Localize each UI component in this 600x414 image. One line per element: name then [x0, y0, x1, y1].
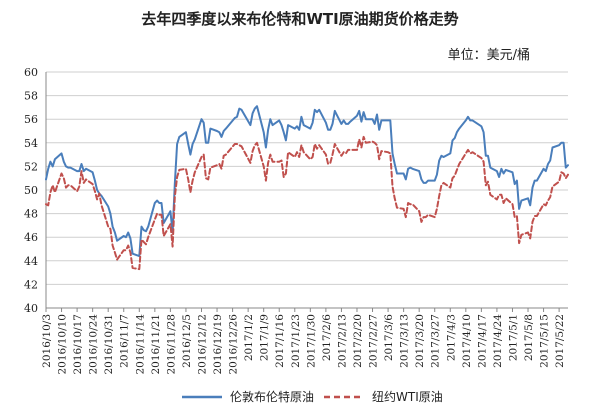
x-tick-label: 2016/10/3	[41, 314, 53, 368]
y-tick-label: 48	[24, 208, 38, 221]
x-tick-label: 2016/11/28	[165, 314, 177, 375]
x-tick-label: 2017/1/9	[259, 314, 271, 361]
series-line-brent	[45, 105, 569, 258]
x-tick-label: 2017/4/10	[461, 314, 473, 368]
x-tick-label: 2017/5/15	[539, 314, 551, 368]
legend-item-brent: 伦敦布伦特原油	[182, 388, 314, 405]
x-tick-label: 2017/1/16	[274, 314, 286, 368]
x-tick-label: 2017/3/13	[399, 314, 411, 368]
y-tick-label: 46	[24, 231, 38, 244]
legend-label-wti: 纽约WTI原油	[372, 390, 443, 404]
x-tick-label: 2017/1/23	[290, 314, 302, 368]
x-tick-label: 2016/11/14	[134, 314, 146, 375]
y-tick-label: 52	[24, 160, 38, 173]
x-tick-label: 2016/10/31	[103, 314, 115, 375]
y-tick-label: 56	[24, 113, 38, 126]
x-tick-label: 2017/4/3	[445, 314, 457, 361]
x-tick-label: 2016/12/5	[181, 314, 193, 368]
x-tick-label: 2016/12/19	[212, 314, 224, 375]
x-tick-label: 2017/3/20	[414, 314, 426, 368]
x-tick-label: 2017/5/8	[523, 314, 535, 361]
x-tick-label: 2017/3/27	[430, 314, 442, 368]
chart-title: 去年四季度以来布伦特和WTI原油期货价格走势	[141, 10, 459, 28]
x-tick-label: 2017/2/13	[336, 314, 348, 368]
x-tick-label: 2017/2/6	[321, 314, 333, 361]
y-tick-label: 58	[24, 90, 38, 103]
x-tick-label: 2017/5/1	[507, 314, 519, 361]
x-tick-label: 2016/12/26	[228, 314, 240, 375]
y-tick-label: 44	[24, 255, 38, 268]
x-tick-label: 2017/1/30	[305, 314, 317, 368]
x-tick-label: 2016/12/12	[196, 314, 208, 375]
unit-label: 单位：美元/桶	[447, 48, 530, 63]
chart-legend: 伦敦布伦特原油 纽约WTI原油	[0, 388, 600, 408]
x-tick-label: 2016/10/17	[72, 314, 84, 375]
x-tick-label: 2016/10/10	[57, 314, 69, 375]
series-line-wti	[45, 135, 569, 271]
x-tick-label: 2016/11/7	[119, 314, 131, 368]
y-tick-label: 40	[24, 302, 38, 315]
x-tick-label: 2017/3/6	[383, 314, 395, 361]
legend-label-brent: 伦敦布伦特原油	[230, 390, 315, 404]
y-tick-label: 60	[24, 66, 38, 79]
x-tick-label: 2017/4/17	[476, 314, 488, 368]
legend-item-wti: 纽约WTI原油	[324, 388, 443, 405]
x-tick-label: 2016/11/21	[150, 314, 162, 375]
y-tick-label: 50	[24, 184, 38, 197]
x-tick-label: 2017/2/27	[368, 314, 380, 368]
x-tick-label: 2017/1/2	[243, 314, 255, 361]
legend-swatch-wti	[324, 395, 364, 398]
y-tick-label: 54	[24, 137, 38, 150]
x-tick-label: 2016/10/24	[88, 314, 100, 375]
x-tick-label: 2017/4/24	[492, 314, 504, 368]
x-tick-label: 2017/2/20	[352, 314, 364, 368]
legend-swatch-brent	[182, 395, 222, 398]
y-tick-label: 42	[24, 278, 38, 291]
x-tick-label: 2017/5/22	[554, 314, 566, 368]
